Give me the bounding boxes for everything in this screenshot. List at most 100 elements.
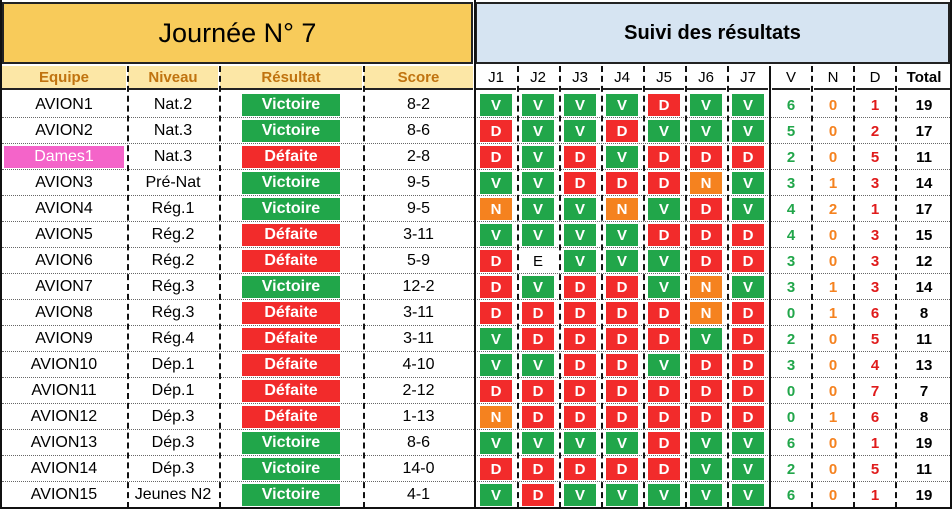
- total-points: 17: [915, 200, 933, 218]
- team-name: AVION11: [31, 382, 97, 399]
- team-level: Nat.3: [153, 122, 193, 139]
- row-separator: [2, 221, 950, 222]
- round-mark-j2: D: [522, 458, 554, 480]
- round-mark-j3: V: [564, 224, 596, 246]
- total-points: 15: [915, 226, 933, 244]
- round-mark-j6: N: [690, 302, 722, 324]
- round-mark-j7: V: [732, 198, 764, 220]
- total-points: 17: [915, 122, 933, 140]
- row-separator: [2, 403, 950, 404]
- column-separator: [853, 66, 855, 508]
- round-mark-j1: D: [480, 302, 512, 324]
- column-separator: [727, 66, 729, 508]
- round-mark-j6: V: [690, 458, 722, 480]
- header-n: N: [814, 66, 852, 90]
- row-separator: [2, 481, 950, 482]
- round-mark-j1: V: [480, 224, 512, 246]
- losses-count: 2: [870, 122, 880, 140]
- round-mark-j3: D: [564, 276, 596, 298]
- round-mark-j5: D: [648, 328, 680, 350]
- team-name: AVION7: [35, 278, 93, 295]
- round-mark-j2: E: [522, 250, 554, 272]
- match-result: Victoire: [242, 94, 340, 116]
- round-mark-j1: V: [480, 328, 512, 350]
- match-result: Victoire: [242, 120, 340, 142]
- draws-count: 0: [828, 148, 838, 166]
- round-mark-j5: D: [648, 172, 680, 194]
- round-mark-j4: D: [606, 172, 638, 194]
- round-mark-j3: D: [564, 380, 596, 402]
- round-mark-j2: V: [522, 354, 554, 376]
- team-name: AVION8: [35, 304, 93, 321]
- round-mark-j5: V: [648, 484, 680, 506]
- round-mark-j6: V: [690, 120, 722, 142]
- round-mark-j4: D: [606, 380, 638, 402]
- match-score: 12-2: [402, 278, 435, 295]
- round-mark-j1: D: [480, 458, 512, 480]
- total-points: 8: [919, 408, 929, 426]
- round-mark-j3: V: [564, 198, 596, 220]
- row-separator: [2, 455, 950, 456]
- total-points: 11: [916, 460, 932, 478]
- header-resultat: Résultat: [220, 66, 362, 90]
- losses-count: 6: [870, 304, 880, 322]
- round-mark-j6: N: [690, 172, 722, 194]
- losses-count: 5: [870, 460, 880, 478]
- total-points: 14: [915, 174, 933, 192]
- round-mark-j2: D: [522, 328, 554, 350]
- results-tracking-title: Suivi des résultats: [475, 2, 950, 64]
- column-separator: [363, 66, 365, 508]
- wins-count: 4: [786, 226, 796, 244]
- draws-count: 0: [828, 330, 838, 348]
- round-mark-j5: D: [648, 380, 680, 402]
- row-separator: [2, 143, 950, 144]
- team-level: Rég.4: [151, 330, 195, 347]
- team-level: Dép.1: [151, 356, 195, 373]
- team-level: Rég.2: [151, 252, 195, 269]
- round-mark-j2: D: [522, 484, 554, 506]
- draws-count: 0: [828, 382, 838, 400]
- round-mark-j5: D: [648, 458, 680, 480]
- round-mark-j4: D: [606, 328, 638, 350]
- column-separator: [127, 66, 129, 508]
- round-mark-j3: D: [564, 146, 596, 168]
- round-mark-j2: V: [522, 198, 554, 220]
- total-points: 19: [915, 434, 933, 452]
- row-separator: [2, 429, 950, 430]
- round-mark-j5: V: [648, 276, 680, 298]
- draws-count: 0: [828, 434, 838, 452]
- draws-count: 0: [828, 226, 838, 244]
- wins-count: 6: [786, 434, 796, 452]
- round-mark-j7: V: [732, 172, 764, 194]
- round-mark-j2: V: [522, 224, 554, 246]
- draws-count: 1: [828, 278, 838, 296]
- round-mark-j7: V: [732, 94, 764, 116]
- header-round-j3: J3: [560, 66, 600, 90]
- round-mark-j2: D: [522, 302, 554, 324]
- row-separator: [2, 325, 950, 326]
- header-equipe: Equipe: [2, 66, 126, 90]
- wins-count: 6: [786, 96, 796, 114]
- header-round-j2: J2: [518, 66, 558, 90]
- losses-count: 3: [870, 252, 880, 270]
- round-mark-j7: V: [732, 484, 764, 506]
- match-score: 8-6: [406, 434, 431, 451]
- round-mark-j5: V: [648, 198, 680, 220]
- row-separator: [2, 195, 950, 196]
- round-mark-j2: V: [522, 432, 554, 454]
- team-name: AVION12: [30, 408, 98, 425]
- wins-count: 0: [786, 382, 796, 400]
- team-name: AVION14: [30, 460, 98, 477]
- draws-count: 0: [828, 486, 838, 504]
- match-result: Victoire: [242, 198, 340, 220]
- match-result: Défaite: [242, 250, 340, 272]
- round-mark-j7: D: [732, 302, 764, 324]
- wins-count: 0: [786, 304, 796, 322]
- draws-count: 0: [828, 96, 838, 114]
- wins-count: 2: [786, 460, 796, 478]
- header-v: V: [772, 66, 810, 90]
- total-points: 19: [915, 96, 933, 114]
- header-niveau: Niveau: [128, 66, 218, 90]
- frame-line: [0, 507, 952, 509]
